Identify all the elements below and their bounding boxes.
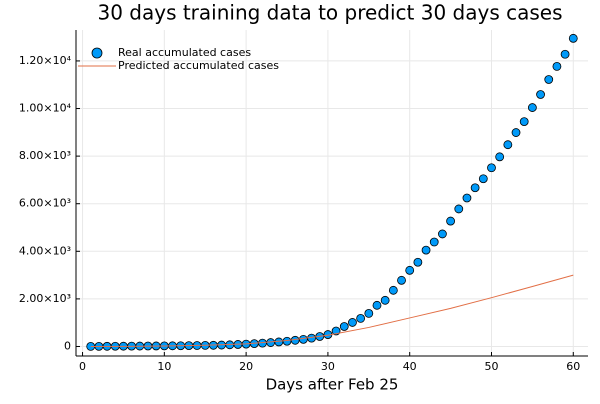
y-tick-label: 8.00×10³ (19, 149, 71, 162)
x-axis-label: Days after Feb 25 (266, 376, 399, 394)
data-point (421, 245, 431, 255)
legend-label: Predicted accumulated cases (118, 59, 279, 72)
y-tick-label: 2.00×10³ (19, 292, 71, 305)
legend-swatch (91, 47, 103, 59)
y-tick-label: 6.00×10³ (19, 197, 71, 210)
data-point (544, 75, 554, 84)
data-point (478, 174, 488, 184)
data-point (568, 33, 578, 43)
x-tick-label: 30 (321, 360, 335, 373)
data-point (397, 275, 406, 285)
legend-label: Real accumulated cases (118, 46, 251, 59)
data-point (405, 265, 415, 275)
data-point (429, 237, 439, 247)
y-tick-label: 0 (64, 339, 71, 352)
data-point (552, 62, 562, 71)
data-point (372, 300, 382, 310)
data-point (527, 103, 537, 112)
data-point (274, 337, 284, 347)
data-point (462, 193, 472, 203)
x-tick-label: 60 (566, 360, 580, 373)
chart-title: 30 days training data to predict 30 days… (97, 1, 562, 25)
data-point (536, 90, 545, 99)
data-point (511, 128, 521, 137)
x-tick-label: 10 (157, 360, 171, 373)
data-point (356, 314, 366, 323)
y-tick-label: 1.20×10⁴ (19, 54, 72, 67)
x-tick-label: 0 (79, 360, 86, 373)
data-point (503, 140, 513, 150)
data-point (446, 216, 455, 226)
data-point (470, 183, 480, 193)
data-point (487, 163, 496, 173)
data-point (388, 285, 398, 295)
x-tick-label: 20 (239, 360, 253, 373)
x-tick-label: 50 (484, 360, 498, 373)
data-point (438, 229, 447, 239)
data-point (413, 257, 423, 267)
data-point (454, 204, 464, 214)
data-point (519, 117, 529, 127)
data-point (380, 295, 390, 305)
y-tick-label: 4.00×10³ (19, 244, 71, 257)
data-point (339, 322, 349, 331)
data-point (495, 152, 505, 162)
data-point (298, 334, 308, 344)
data-point (560, 49, 570, 59)
line (90, 274, 574, 347)
data-point (364, 309, 374, 318)
x-tick-label: 40 (403, 360, 417, 373)
y-tick-label: 1.00×10⁴ (19, 102, 72, 115)
data-point (348, 318, 357, 327)
